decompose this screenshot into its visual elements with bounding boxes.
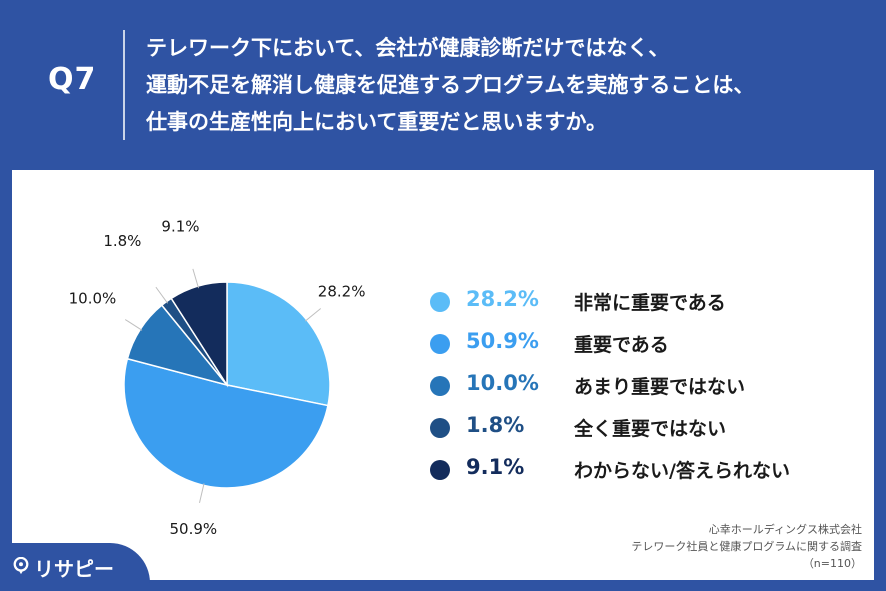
legend-swatch bbox=[430, 292, 450, 312]
source-company: 心幸ホールディングス株式会社 bbox=[708, 523, 862, 536]
map-pin-icon bbox=[13, 557, 29, 575]
legend-swatch bbox=[430, 376, 450, 396]
legend-label: わからない/答えられない bbox=[574, 460, 790, 482]
brand-name: リサピー bbox=[34, 557, 114, 581]
legend-item: 9.1% わからない/答えられない bbox=[430, 451, 850, 493]
question-line-2: 運動不足を解消し健康を促進するプログラムを実施することは、 bbox=[146, 73, 755, 97]
slice-label: 50.9% bbox=[170, 520, 218, 538]
pie-slice bbox=[226, 281, 331, 407]
question-line-1: テレワーク下において、会社が健康診断だけではなく、 bbox=[146, 36, 670, 60]
source-sample: （n=110） bbox=[802, 557, 862, 570]
legend-swatch bbox=[430, 334, 450, 354]
legend-label: 全く重要ではない bbox=[574, 418, 727, 440]
slice-label: 10.0% bbox=[69, 289, 117, 307]
legend: 28.2% 非常に重要である 50.9% 重要である 10.0% あまり重要では… bbox=[430, 283, 850, 493]
legend-percent: 9.1% bbox=[466, 455, 525, 479]
leader-line bbox=[304, 308, 322, 322]
question-text: テレワーク下において、会社が健康診断だけではなく、 運動不足を解消し健康を促進す… bbox=[146, 30, 866, 141]
leader-line bbox=[192, 268, 199, 289]
legend-label: あまり重要ではない bbox=[574, 376, 746, 398]
slice-label: 9.1% bbox=[161, 218, 199, 236]
question-header: Q7 テレワーク下において、会社が健康診断だけではなく、 運動不足を解消し健康を… bbox=[0, 0, 886, 170]
leader-line bbox=[155, 286, 169, 304]
legend-swatch bbox=[430, 460, 450, 480]
brand-logo: リサピー bbox=[0, 543, 150, 591]
legend-percent: 10.0% bbox=[466, 371, 539, 395]
source-survey: テレワーク社員と健康プログラムに関する調査 bbox=[631, 540, 862, 553]
slice-label: 28.2% bbox=[318, 282, 366, 300]
legend-label: 非常に重要である bbox=[574, 292, 726, 314]
legend-item: 10.0% あまり重要ではない bbox=[430, 367, 850, 409]
pie-chart: 28.2% 50.9% 10.0% 1.8% 9.1% bbox=[69, 218, 366, 538]
legend-percent: 50.9% bbox=[466, 329, 539, 353]
chart-card: 28.2% 50.9% 10.0% 1.8% 9.1% 28.2% 非常に重要である 5… bbox=[12, 170, 874, 580]
legend-percent: 1.8% bbox=[466, 413, 525, 437]
legend-percent: 28.2% bbox=[466, 287, 539, 311]
legend-swatch bbox=[430, 418, 450, 438]
question-number: Q7 bbox=[48, 62, 97, 97]
legend-label: 重要である bbox=[574, 334, 669, 356]
slice-label: 1.8% bbox=[103, 232, 141, 250]
leader-line bbox=[199, 483, 205, 503]
question-line-3: 仕事の生産性向上において重要だと思いますか。 bbox=[146, 110, 607, 134]
legend-item: 28.2% 非常に重要である bbox=[430, 283, 850, 325]
legend-item: 1.8% 全く重要ではない bbox=[430, 409, 850, 451]
leader-line bbox=[124, 319, 143, 331]
legend-item: 50.9% 重要である bbox=[430, 325, 850, 367]
source-note: 心幸ホールディングス株式会社 テレワーク社員と健康プログラムに関する調査 （n=… bbox=[631, 521, 862, 572]
header-divider bbox=[123, 30, 125, 140]
